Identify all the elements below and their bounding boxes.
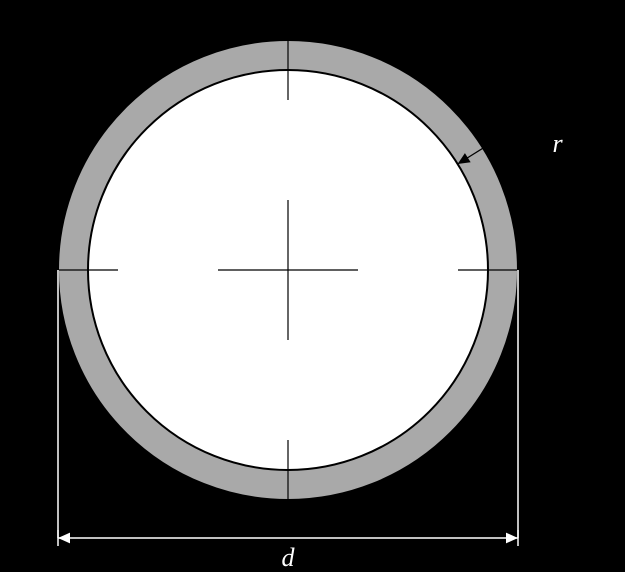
- annulus-diagram: rd: [0, 0, 625, 572]
- radius-label: r: [553, 129, 564, 158]
- diameter-label: d: [282, 543, 296, 572]
